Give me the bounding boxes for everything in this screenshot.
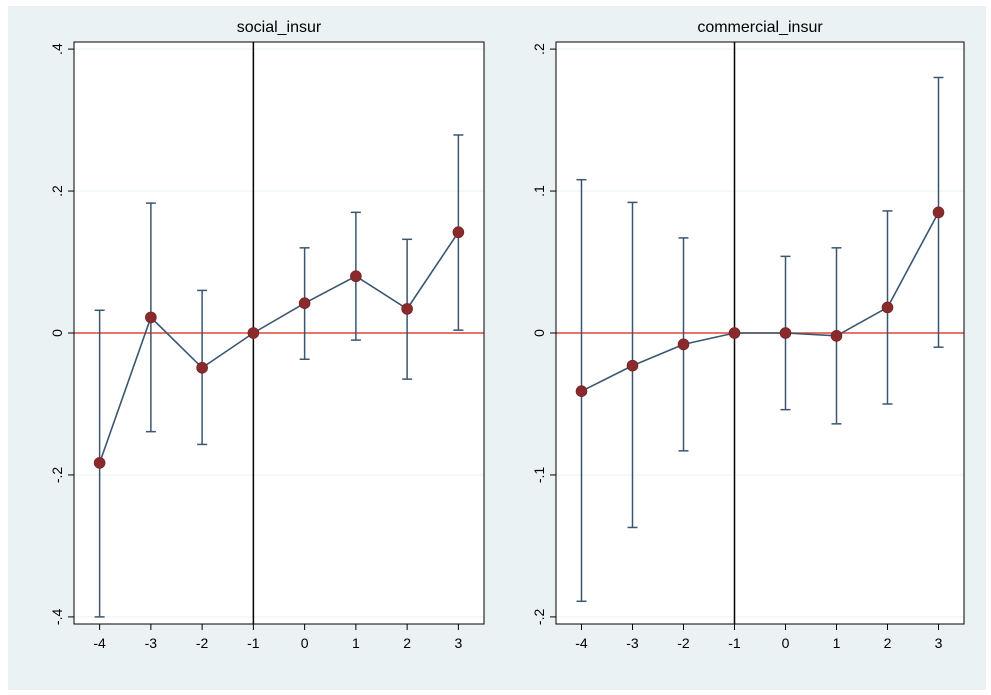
panel-social-insur: social_insur -4 -3 -2 -1 0 1 2 3 -.4 -.2 0 .2 .4	[49, 19, 485, 651]
data-point	[93, 457, 106, 469]
y-tick-label: -.2	[531, 609, 547, 626]
x-tick-label: 0	[782, 635, 790, 651]
data-point	[247, 327, 260, 339]
x-tick-label: -4	[575, 635, 588, 651]
x-tick-label: -1	[247, 635, 260, 651]
axes: -4 -3 -2 -1 0 1 2 3 -.2 -.1 0 .1 .2	[531, 41, 965, 651]
x-tick-label: 3	[454, 635, 462, 651]
y-tick-label: .4	[49, 43, 65, 55]
data-point	[452, 226, 465, 239]
y-tick-label: -.2	[49, 467, 65, 484]
x-tick-label: 0	[301, 635, 309, 651]
data-point	[932, 206, 945, 219]
x-tick-label: -3	[626, 635, 639, 651]
x-tick-label: 2	[884, 635, 892, 651]
data-point	[779, 327, 792, 339]
x-tick-label: -1	[728, 635, 741, 651]
x-tick-label: 2	[403, 635, 411, 651]
data-point	[728, 327, 741, 339]
y-tick-label: 0	[531, 329, 547, 337]
x-tick-label: -2	[196, 635, 209, 651]
y-tick-label: 0	[49, 329, 65, 337]
data-point	[401, 303, 413, 315]
data-layer	[575, 76, 945, 603]
data-point	[626, 359, 639, 372]
y-tick-label: .2	[49, 185, 65, 197]
data-point	[196, 361, 208, 374]
panel-title: social_insur	[237, 19, 322, 36]
data-point	[350, 270, 362, 283]
x-tick-label: 1	[352, 635, 360, 651]
series-line	[581, 211, 940, 392]
x-tick-label: -3	[145, 635, 158, 651]
data-point	[881, 301, 894, 314]
y-tick-label: -.1	[531, 467, 547, 484]
x-tick-label: 1	[833, 635, 841, 651]
data-point	[677, 338, 690, 351]
panel-commercial-insur: commercial_insur -4 -3 -2 -1 0 1 2 3 -.2 -.1 0 .1 .2	[531, 19, 965, 651]
x-tick-label: -2	[677, 635, 690, 651]
x-tick-label: -4	[93, 635, 106, 651]
y-tick-label: -.4	[49, 609, 65, 626]
y-tick-label: .1	[531, 185, 547, 197]
axes: -4 -3 -2 -1 0 1 2 3 -.4 -.2 0 .2 .4	[49, 41, 485, 651]
data-point	[575, 385, 588, 398]
data-layer	[93, 134, 465, 618]
y-tick-label: .2	[531, 43, 547, 55]
data-point	[830, 330, 843, 342]
data-point	[298, 297, 311, 309]
x-tick-label: 3	[935, 635, 943, 651]
data-point	[145, 311, 157, 324]
series-line	[98, 231, 460, 464]
panel-title: commercial_insur	[697, 19, 823, 36]
